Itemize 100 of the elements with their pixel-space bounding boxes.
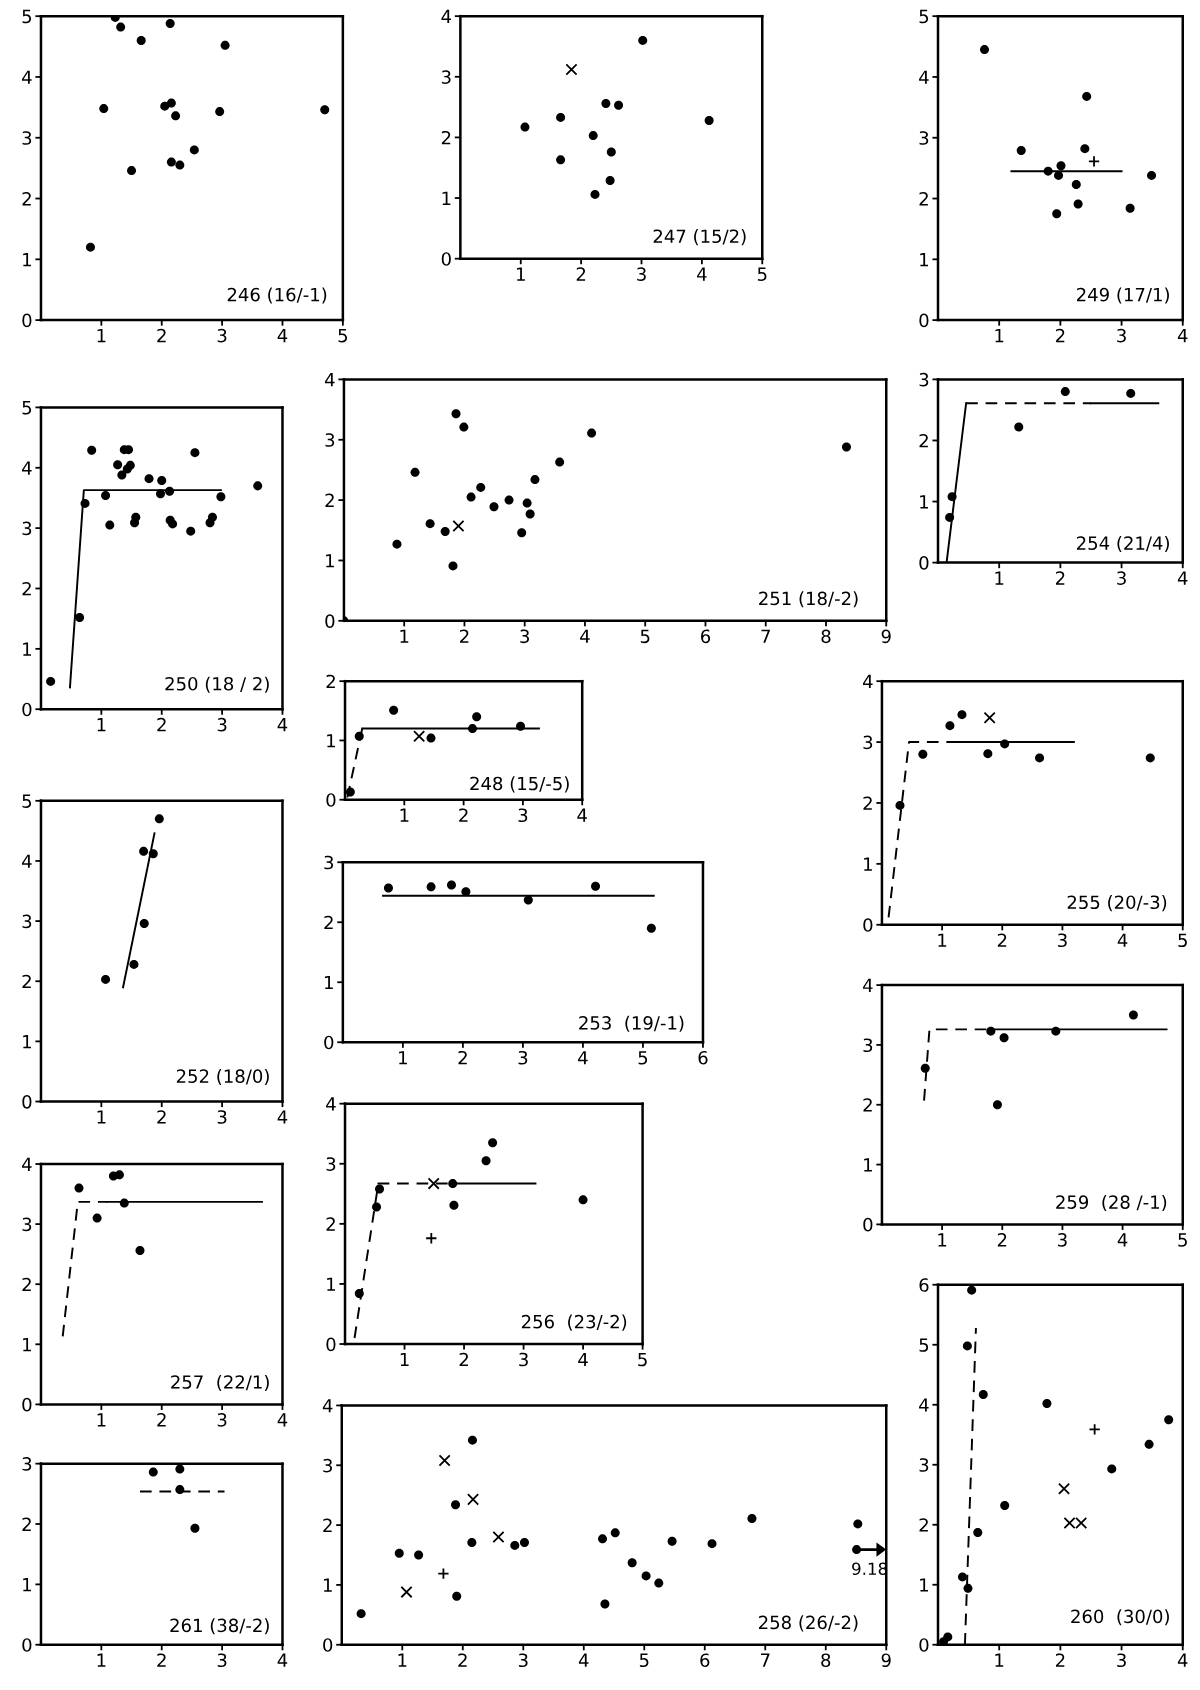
y-tick-label: 3 [919, 131, 929, 145]
y-tick-label: 0 [441, 252, 451, 266]
x-tick-label: 1 [97, 1110, 106, 1124]
y-tick-label: 2 [441, 130, 451, 145]
x-tick-label: 3 [1117, 328, 1126, 343]
y-tick-label: 2 [919, 433, 928, 448]
annotation: 247 (15/2) [653, 229, 746, 246]
y-tick-label: 2 [326, 1217, 335, 1231]
y-tick-label: 5 [919, 9, 929, 24]
y-tick-label: 2 [326, 674, 335, 689]
x-tick-label: 1 [97, 1413, 106, 1427]
y-tick-label: 1 [864, 1158, 872, 1172]
y-tick-label: 0 [326, 793, 336, 807]
y-tick-label: 0 [919, 556, 929, 570]
y-tick-label: 2 [919, 191, 928, 206]
x-tick-label: 4 [277, 1653, 288, 1667]
x-tick-label: 4 [1117, 1233, 1128, 1247]
x-tick-label: 4 [1177, 329, 1188, 343]
annotation: 255 (20/-3) [1067, 895, 1167, 912]
y-tick-label: 0 [919, 313, 929, 328]
x-tick-label: 2 [1055, 571, 1065, 585]
x-tick-label: 3 [1117, 1653, 1126, 1668]
x-tick-label: 8 [821, 1653, 831, 1668]
annotation: 256 (23/-2) [521, 1314, 627, 1331]
x-tick-label: 1 [97, 329, 106, 343]
x-tick-label: 6 [701, 629, 711, 644]
x-tick-label: 2 [997, 1233, 1007, 1247]
y-tick-label: 1 [325, 975, 333, 990]
x-tick-label: 5 [638, 1352, 647, 1367]
y-tick-label: 1 [920, 1578, 928, 1592]
x-tick-label: 3 [1058, 1233, 1067, 1247]
y-tick-label: 5 [22, 9, 32, 24]
x-tick-label: 2 [157, 1653, 166, 1667]
y-tick-label: 3 [919, 1458, 929, 1472]
y-tick-label: 6 [919, 1278, 929, 1292]
y-tick-label: 0 [863, 918, 873, 932]
y-tick-label: 2 [323, 1518, 332, 1532]
y-tick-label: 0 [325, 614, 335, 628]
y-tick-label: 1 [920, 495, 928, 509]
y-tick-label: 3 [22, 131, 32, 145]
annotation: 261 (38/-2) [170, 1618, 269, 1635]
x-tick-label: 9 [881, 1653, 891, 1668]
x-tick-label: 2 [576, 267, 586, 281]
annotation: 253 (19/-1) [579, 1015, 684, 1032]
x-tick-label: 4 [277, 1413, 288, 1427]
y-tick-label: 1 [920, 253, 928, 267]
annotation: 252 (18/0) [176, 1069, 269, 1086]
annotation: 260 (30/0) [1071, 1609, 1169, 1626]
x-tick-label: 1 [938, 1233, 947, 1247]
x-tick-label: 6 [700, 1653, 710, 1668]
y-tick-label: 0 [22, 1397, 32, 1412]
y-tick-label: 4 [322, 1399, 333, 1413]
x-tick-label: 4 [577, 808, 587, 822]
x-tick-label: 4 [277, 1110, 288, 1124]
x-tick-label: 4 [578, 1051, 588, 1065]
y-tick-label: 3 [22, 1457, 32, 1471]
x-tick-label: 2 [460, 629, 469, 643]
x-tick-label: 1 [516, 267, 525, 281]
x-tick-label: 3 [518, 1653, 528, 1668]
y-tick-label: 2 [22, 974, 31, 989]
x-tick-label: 4 [277, 718, 288, 732]
y-tick-label: 0 [919, 1638, 929, 1652]
y-tick-label: 3 [919, 372, 929, 387]
x-tick-label: 3 [520, 629, 529, 644]
y-tick-label: 1 [327, 1277, 336, 1291]
x-tick-label: 2 [997, 933, 1007, 947]
x-tick-label: 3 [637, 267, 646, 281]
x-tick-label: 1 [938, 933, 947, 947]
y-tick-label: 0 [863, 1217, 873, 1232]
x-tick-label: 1 [97, 718, 106, 732]
y-tick-label: 2 [22, 1517, 31, 1531]
x-tick-label: 3 [217, 328, 227, 343]
y-tick-label: 0 [22, 702, 32, 717]
x-tick-label: 5 [1178, 933, 1187, 948]
y-tick-label: 3 [22, 1217, 32, 1232]
x-tick-label: 1 [995, 1653, 1004, 1667]
x-tick-label: 2 [157, 1110, 166, 1124]
x-tick-label: 1 [995, 571, 1004, 585]
y-tick-label: 3 [22, 521, 32, 536]
y-tick-label: 1 [323, 1578, 332, 1592]
x-tick-label: 1 [400, 808, 409, 822]
x-tick-label: 8 [821, 629, 831, 644]
y-tick-label: 4 [919, 1398, 929, 1412]
x-tick-label: 2 [459, 1352, 468, 1367]
x-tick-label: 4 [578, 1653, 589, 1667]
x-tick-label: 3 [217, 1653, 227, 1668]
x-tick-label: 2 [1055, 1653, 1065, 1667]
x-tick-label: 7 [761, 1653, 770, 1667]
x-tick-label: 1 [399, 1051, 407, 1065]
y-tick-label: 5 [22, 401, 32, 415]
x-tick-label: 1 [400, 629, 409, 643]
annotation: 259 (28 /-1) [1056, 1194, 1167, 1212]
annotation: 249 (17/1) [1077, 287, 1169, 304]
y-tick-label: 2 [22, 1277, 31, 1292]
x-tick-label: 3 [217, 1413, 227, 1427]
y-tick-label: 2 [22, 191, 31, 206]
y-tick-label: 2 [863, 796, 872, 810]
y-tick-label: 3 [863, 1038, 873, 1053]
x-tick-label: 2 [157, 717, 166, 732]
x-tick-label: 3 [518, 808, 528, 823]
